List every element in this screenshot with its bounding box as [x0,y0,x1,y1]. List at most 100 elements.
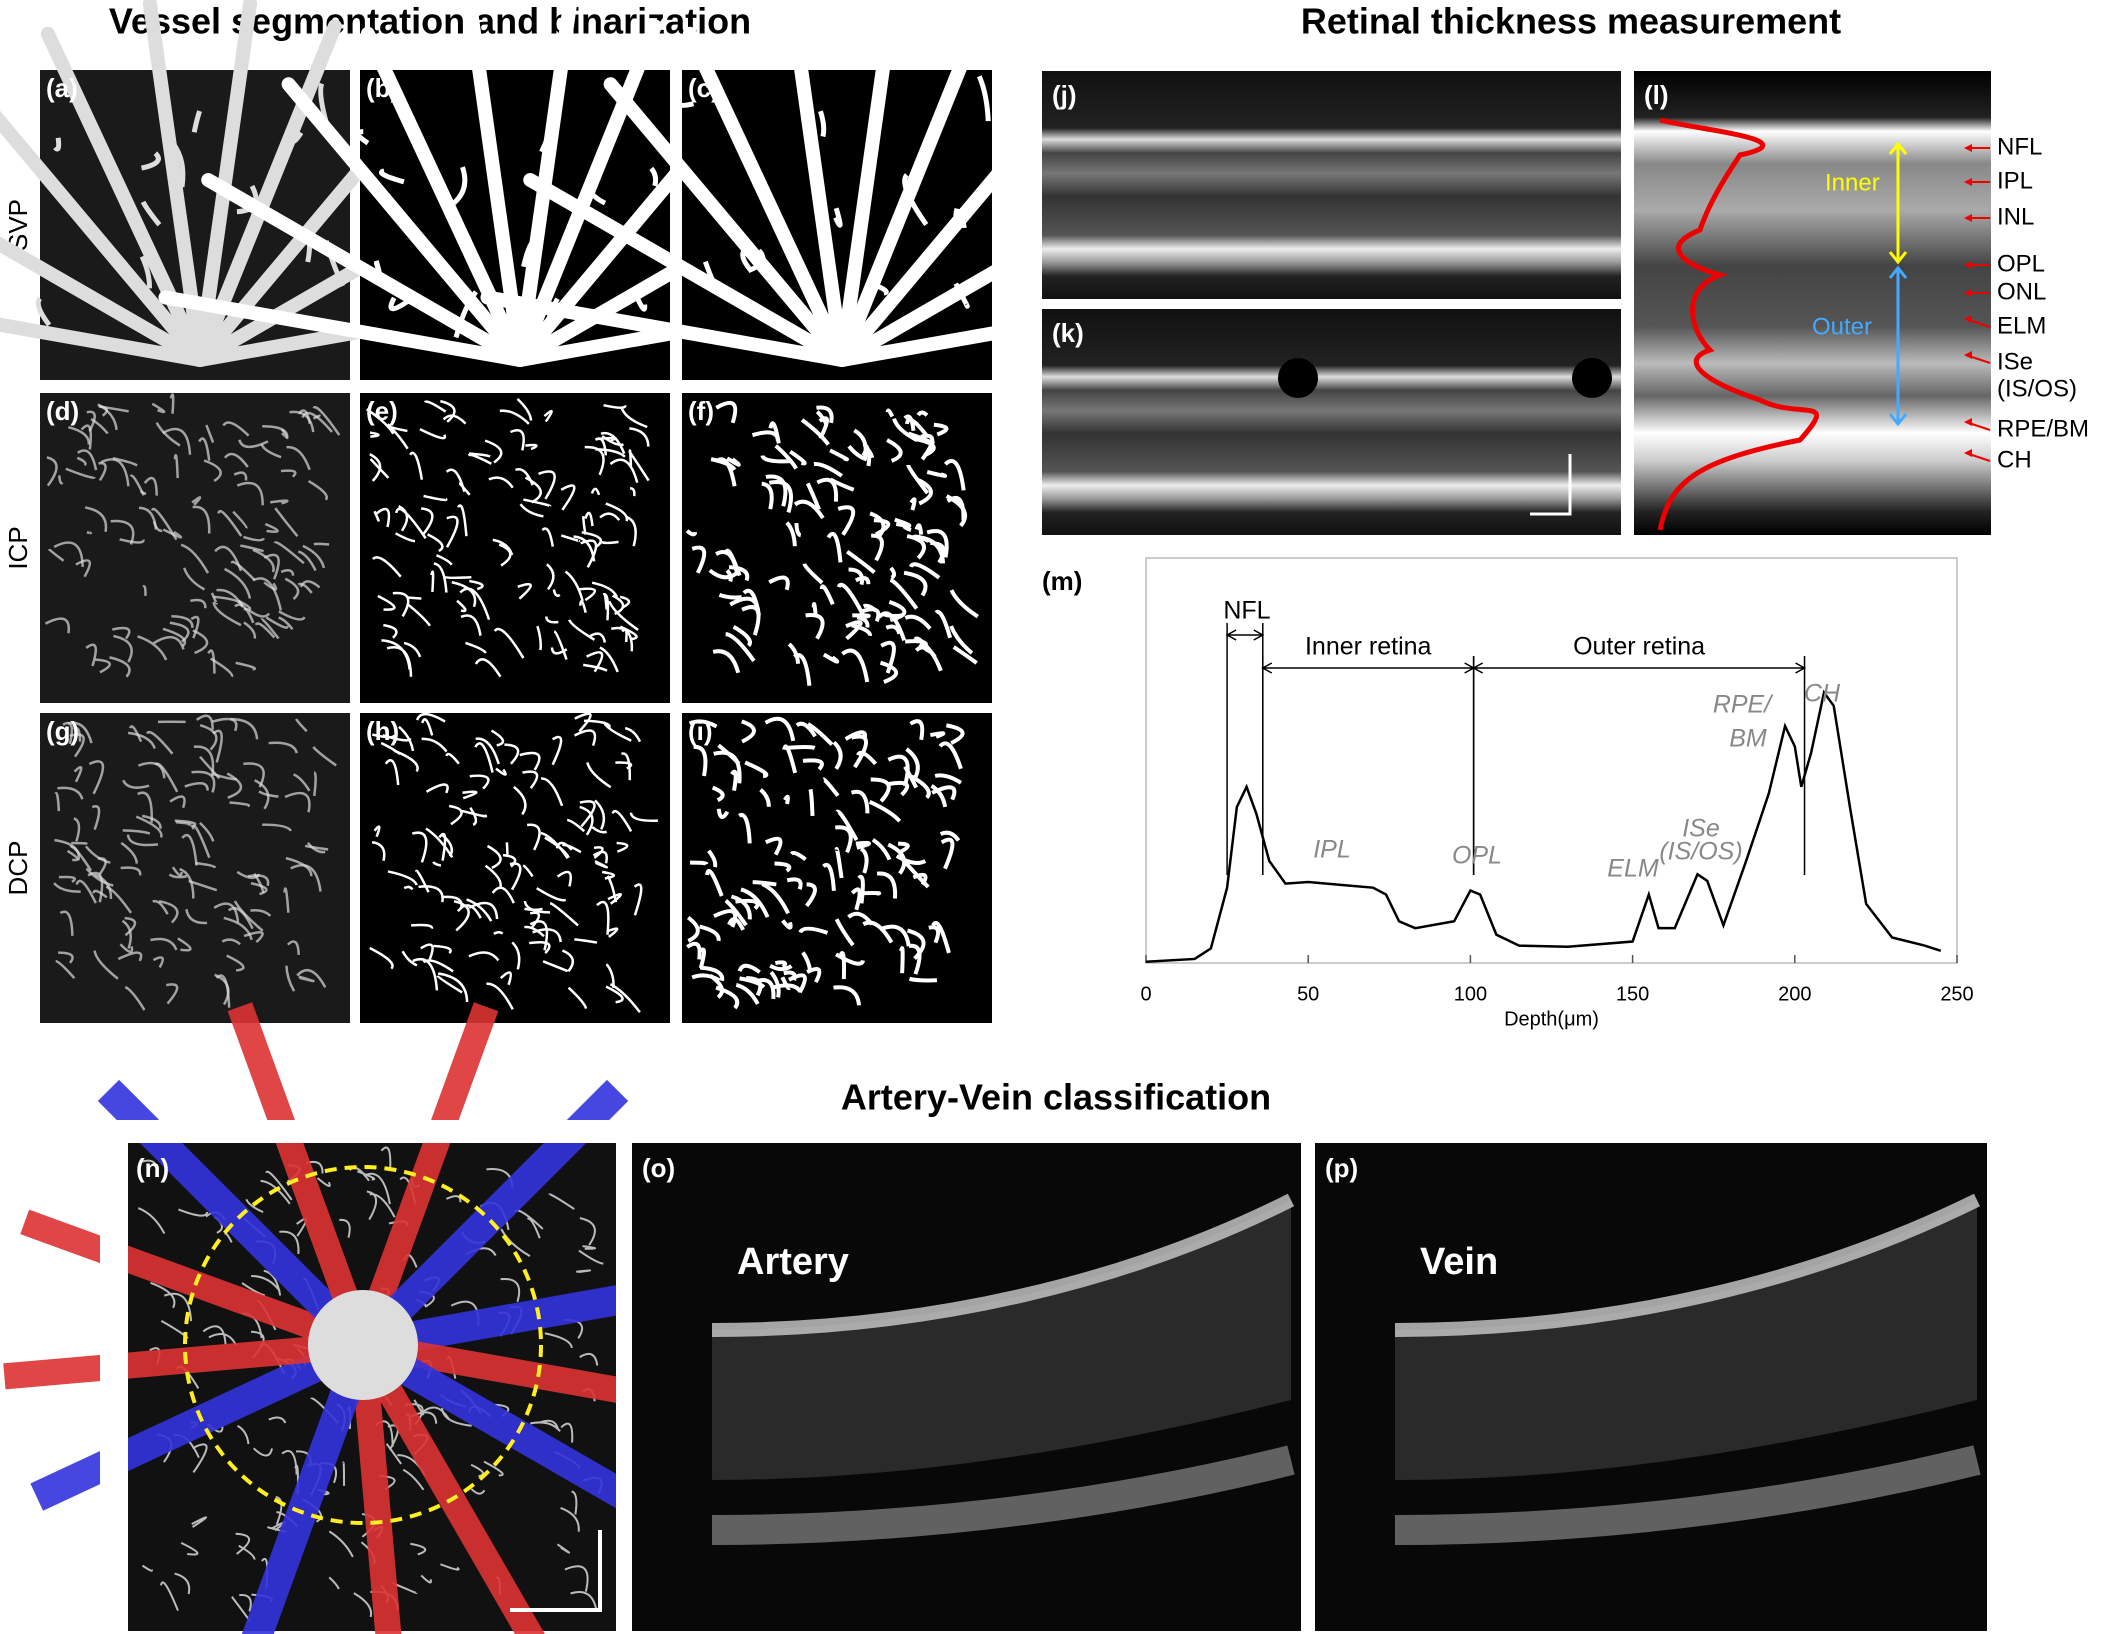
capillary [857,874,865,904]
capillary [184,781,209,791]
capillary [233,471,248,481]
capillary [178,1208,209,1217]
capillary [511,941,521,970]
capillary [905,747,920,779]
capillary [171,866,183,877]
capillary [928,925,941,944]
capillary [603,595,608,610]
capillary [369,1193,396,1218]
capillary [607,893,623,905]
capillary [904,639,928,651]
vessel-branch [170,141,186,188]
capillary [290,864,322,892]
capillary [353,1592,373,1618]
capillary [943,459,966,491]
capillary [930,784,948,808]
capillary [468,901,499,920]
capillary [708,568,741,580]
capillary [198,437,211,461]
capillary [794,522,802,538]
capillary [100,458,130,487]
capillary [151,402,166,414]
capillary [285,965,296,992]
capillary [192,1443,208,1474]
capillary [504,743,520,765]
capillary [709,973,724,999]
capillary [768,421,781,444]
capillary [387,870,418,886]
choroid-band [711,1445,1295,1545]
capillary [84,506,108,533]
panel-label: (e) [366,396,398,426]
capillary [445,515,459,548]
capillary [301,411,333,433]
capillary [263,1269,282,1296]
capillary [821,777,840,798]
capillary [236,481,264,506]
pointer-head [1964,144,1972,152]
capillary [887,754,910,787]
capillary [811,602,818,617]
peak-label: RPE/ [1713,691,1774,719]
capillary [265,616,289,629]
capillary [834,847,844,879]
capillary [339,1218,351,1238]
capillary [760,454,793,464]
capillary [215,974,231,1008]
capillary [541,777,564,807]
peak-label: ELM [1607,855,1659,883]
capillary [580,539,598,568]
capillary [619,625,638,641]
panel-label: (o) [642,1153,675,1183]
capillary [593,846,604,859]
capillary [99,405,129,413]
capillary [798,926,829,935]
section-title: Artery-Vein classification [841,1077,1271,1118]
capillary [295,718,308,733]
vessel-branch [453,290,478,339]
capillary [402,1468,425,1491]
capillary [789,850,807,862]
capillary [892,417,918,442]
capillary [716,808,730,820]
capillary [235,1532,251,1555]
capillary [284,791,311,813]
capillary [278,610,306,621]
layer-label: (IS/OS) [1997,375,2077,402]
capillary [862,920,894,944]
capillary [765,474,788,507]
image-panel: (c) [480,0,1204,380]
capillary [425,783,449,794]
capillary [297,550,317,572]
capillary [280,569,295,576]
capillary [211,717,238,732]
layer-label: NFL [1997,133,2042,160]
capillary [491,886,515,904]
x-tick-label: 200 [1778,983,1811,1005]
capillary [691,545,707,574]
capillary [871,533,884,562]
capillary [154,762,179,793]
peak-label: IPL [1313,836,1351,864]
capillary [233,900,264,932]
capillary [633,883,643,916]
capillary [699,965,725,982]
capillary [247,874,270,887]
capillary [312,414,321,420]
capillary [119,943,134,954]
capillary [712,649,741,674]
capillary [538,470,556,500]
vessel [603,77,849,367]
capillary [440,1563,460,1571]
capillary [435,554,453,566]
capillary [86,531,92,535]
capillary [298,975,315,983]
capillary [191,824,211,859]
capillary [122,829,151,835]
capillary [570,1590,598,1612]
vessel [480,290,849,367]
capillary [93,950,119,980]
range-arrow [1261,662,1476,674]
capillary [124,985,146,1011]
capillary [741,719,756,744]
